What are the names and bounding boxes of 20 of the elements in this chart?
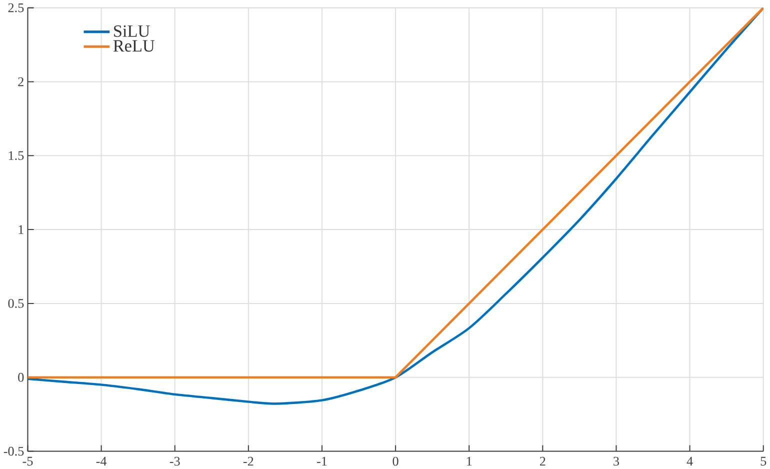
y-tick-label: 0.5 (8, 298, 24, 308)
x-tick-label: -1 (317, 456, 327, 466)
y-tick-label: 1.5 (8, 151, 24, 160)
x-tick-label: 1 (466, 456, 472, 466)
y-tick-label: 2 (18, 77, 24, 86)
x-tick-label: -3 (170, 456, 180, 466)
y-tick-label: 1 (18, 225, 24, 234)
y-tick-label: 2.5 (8, 3, 24, 12)
legend-label: ReLU (113, 40, 155, 52)
x-tick-label: -5 (22, 456, 33, 466)
x-tick-label: 5 (760, 456, 766, 466)
x-tick-label: -2 (243, 456, 254, 466)
x-tick-label: 4 (686, 456, 693, 466)
x-tick-label: 3 (614, 456, 619, 466)
y-tick-label: 0 (18, 372, 24, 382)
legend-label: SiLU (114, 25, 150, 37)
x-tick-label: 2 (540, 456, 546, 466)
y-tick-label: -0.5 (4, 446, 24, 456)
x-tick-label: -4 (96, 456, 107, 466)
x-tick-label: 0 (392, 456, 398, 466)
